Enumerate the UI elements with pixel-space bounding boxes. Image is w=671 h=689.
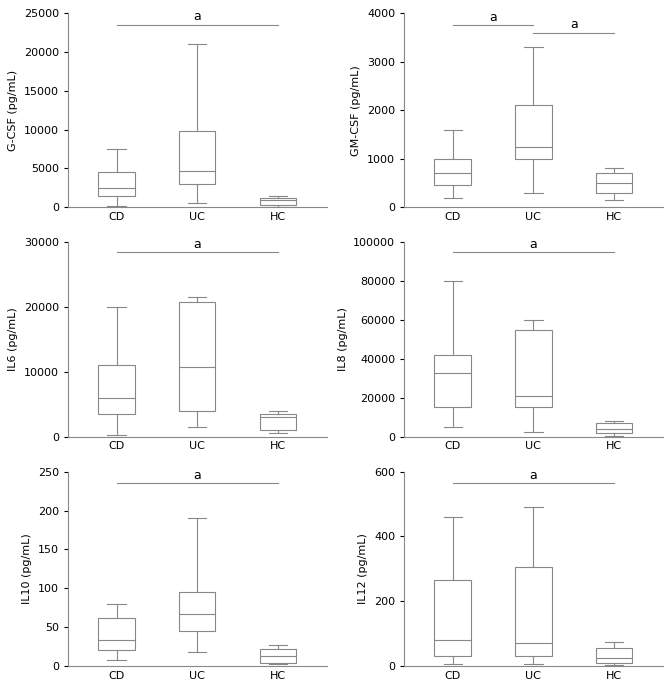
Y-axis label: G-CSF (pg/mL): G-CSF (pg/mL): [8, 70, 18, 151]
Text: a: a: [489, 11, 497, 24]
PathPatch shape: [435, 158, 471, 185]
PathPatch shape: [515, 330, 552, 407]
PathPatch shape: [435, 355, 471, 407]
Text: a: a: [193, 10, 201, 23]
PathPatch shape: [179, 592, 215, 631]
PathPatch shape: [99, 365, 135, 414]
Text: a: a: [193, 469, 201, 482]
Text: a: a: [529, 469, 537, 482]
PathPatch shape: [596, 423, 632, 433]
Y-axis label: GM-CSF (pg/mL): GM-CSF (pg/mL): [352, 65, 362, 156]
PathPatch shape: [260, 198, 296, 205]
PathPatch shape: [260, 649, 296, 664]
PathPatch shape: [99, 617, 135, 650]
Y-axis label: IL10 (pg/mL): IL10 (pg/mL): [22, 533, 32, 604]
Text: a: a: [529, 238, 537, 251]
Y-axis label: IL12 (pg/mL): IL12 (pg/mL): [358, 533, 368, 604]
Y-axis label: IL8 (pg/mL): IL8 (pg/mL): [338, 307, 348, 371]
PathPatch shape: [99, 172, 135, 196]
PathPatch shape: [179, 302, 215, 411]
Y-axis label: IL6 (pg/mL): IL6 (pg/mL): [8, 307, 18, 371]
PathPatch shape: [435, 580, 471, 656]
PathPatch shape: [260, 414, 296, 430]
PathPatch shape: [179, 131, 215, 184]
PathPatch shape: [515, 567, 552, 656]
Text: a: a: [570, 18, 578, 31]
PathPatch shape: [515, 105, 552, 158]
PathPatch shape: [596, 174, 632, 193]
PathPatch shape: [596, 648, 632, 663]
Text: a: a: [193, 238, 201, 251]
